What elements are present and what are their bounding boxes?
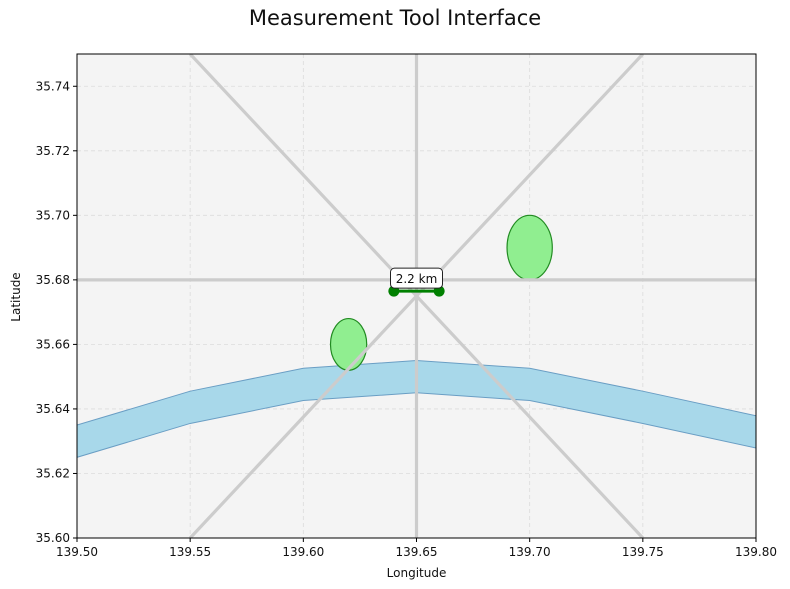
measurement-label: 2.2 km [396,272,438,286]
y-tick-label: 35.72 [36,144,70,158]
x-axis-label: Longitude [386,566,447,580]
x-tick-label: 139.75 [622,545,664,559]
x-tick-label: 139.50 [56,545,98,559]
y-tick-label: 35.74 [36,79,70,93]
park-area[interactable] [506,214,553,281]
x-tick-label: 139.80 [735,545,777,559]
x-tick-label: 139.65 [396,545,438,559]
y-axis-label: Latitude [9,272,23,322]
chart-title: Measurement Tool Interface [248,6,542,30]
y-tick-label: 35.64 [36,402,70,416]
measurement-label-box [390,267,443,289]
y-tick-label: 35.66 [36,337,70,351]
y-tick-label: 35.70 [36,208,70,222]
x-tick-label: 139.60 [282,545,324,559]
x-tick-label: 139.55 [169,545,211,559]
x-tick-label: 139.70 [509,545,551,559]
road-line[interactable] [188,54,645,538]
y-tick-label: 35.68 [36,273,70,287]
park-area[interactable] [329,317,368,371]
y-tick-label: 35.62 [36,466,70,480]
y-tick-label: 35.60 [36,531,70,545]
